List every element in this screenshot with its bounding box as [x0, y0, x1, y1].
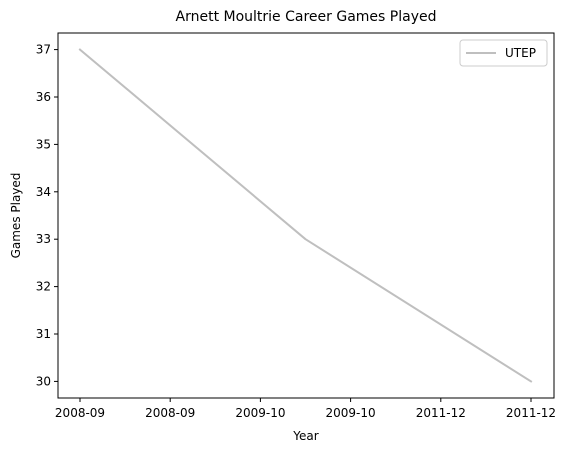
series-layer	[78, 48, 533, 383]
x-tick-label: 2008-09	[55, 406, 105, 420]
y-tick-label: 33	[36, 232, 51, 246]
y-axis-ticks: 30 31 32 33 34 35 36 37	[36, 43, 58, 388]
legend-label-utep: UTEP	[505, 46, 536, 60]
x-tick-label: 2011-12	[416, 406, 466, 420]
y-tick-label: 36	[36, 90, 51, 104]
y-axis-title: Games Played	[9, 173, 23, 259]
x-axis-title: Year	[292, 429, 318, 443]
chart-title: Arnett Moultrie Career Games Played	[176, 9, 437, 25]
x-tick-label: 2008-09	[145, 406, 195, 420]
y-tick-label: 32	[36, 280, 51, 294]
y-tick-label: 31	[36, 327, 51, 341]
legend-box	[459, 39, 548, 67]
x-tick-label: 2011-12	[506, 406, 556, 420]
y-tick-label: 34	[36, 185, 51, 199]
y-tick-label: 30	[36, 374, 51, 388]
plot-area-frame	[57, 32, 555, 399]
legend: UTEP	[459, 39, 548, 67]
y-tick-label: 35	[36, 137, 51, 151]
x-tick-label: 2009-10	[326, 406, 376, 420]
y-tick-label: 37	[36, 43, 51, 57]
series-line-utep	[78, 48, 533, 383]
x-axis-ticks: 2008-09 2008-09 2009-10 2009-10 2011-12 2011-…	[55, 398, 556, 420]
x-tick-label: 2009-10	[235, 406, 285, 420]
